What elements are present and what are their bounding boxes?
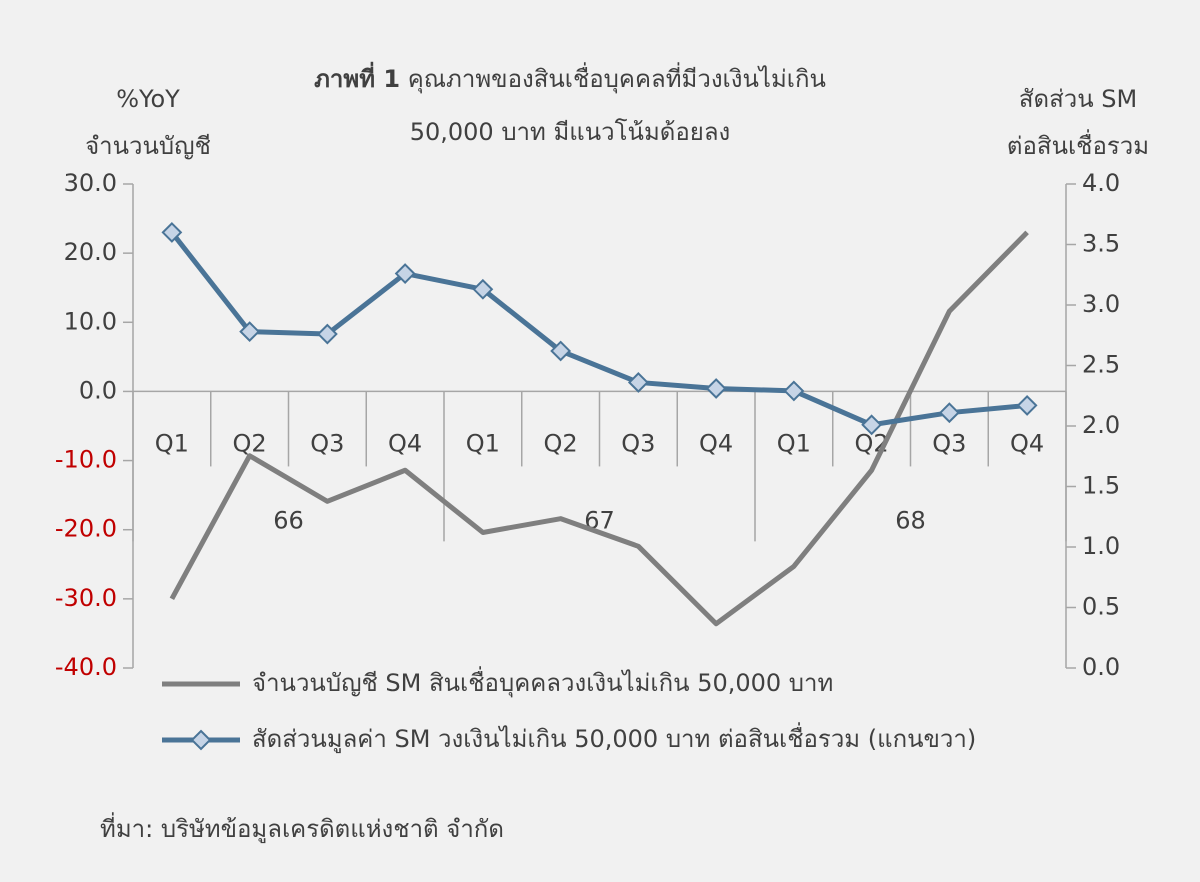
y2-tick-label: 0.0 — [1082, 653, 1120, 681]
source-note: ที่มา: บริษัทข้อมูลเครดิตแห่งชาติ จำกัด — [100, 812, 504, 844]
y-tick-label: 20.0 — [64, 238, 117, 266]
title-prefix: ภาพที่ 1 — [314, 61, 400, 93]
x-tick-label: Q3 — [932, 429, 966, 457]
y2-tick-label: 1.5 — [1082, 472, 1120, 500]
series-line — [169, 230, 1029, 627]
x-tick-label: Q1 — [466, 429, 500, 457]
y-tick-label: -20.0 — [55, 515, 117, 543]
y2-axis-label: สัดส่วน SM — [1019, 85, 1137, 113]
marker — [938, 402, 960, 424]
y2-tick-label: 1.0 — [1082, 532, 1120, 560]
x-tick-label: Q3 — [621, 429, 655, 457]
marker — [627, 372, 649, 393]
x-tick-label: Q4 — [388, 429, 422, 457]
x-tick-label: Q1 — [155, 429, 189, 457]
y2-axis-label: ต่อสินเชื่อรวม — [1007, 129, 1149, 160]
marker — [316, 323, 338, 345]
y-tick-label: 30.0 — [64, 169, 117, 197]
series-line — [169, 230, 1028, 428]
y-axis-label: จำนวนบัญชี — [85, 132, 211, 160]
x-tick-label: Q1 — [777, 429, 811, 457]
marker — [861, 414, 883, 436]
x-tick-label: Q4 — [1010, 429, 1044, 457]
y-tick-label: 0.0 — [79, 376, 117, 404]
marker — [705, 378, 727, 399]
marker — [1016, 395, 1038, 416]
legend-marker — [190, 729, 212, 751]
marker — [783, 380, 805, 402]
x-tick-label: Q2 — [544, 429, 578, 457]
title-line: 50,000 บาท มีแนวโน้มด้อยลง — [410, 118, 731, 146]
marker — [161, 221, 183, 243]
y-tick-label: 10.0 — [64, 307, 117, 335]
y-tick-label: -30.0 — [55, 584, 117, 612]
y2-tick-label: 3.5 — [1082, 230, 1120, 258]
x-tick-label: Q2 — [233, 429, 267, 457]
y2-tick-label: 3.0 — [1082, 290, 1120, 318]
marker — [239, 321, 261, 343]
y2-tick-label: 4.0 — [1082, 169, 1120, 197]
y-tick-label: -10.0 — [55, 446, 117, 474]
y-axis-label: %YoY — [116, 85, 180, 113]
marker — [550, 340, 572, 362]
marker — [472, 278, 494, 300]
legend-label: สัดส่วนมูลค่า SM วงเงินไม่เกิน 50,000 บา… — [252, 722, 976, 754]
chart-title: ภาพที่ 1 คุณภาพของสินเชื่อบุคคลที่มีวงเง… — [314, 61, 826, 94]
title-line: คุณภาพของสินเชื่อบุคคลที่มีวงเงินไม่เกิน — [408, 62, 826, 94]
y2-tick-label: 2.0 — [1082, 411, 1120, 439]
y2-tick-label: 2.5 — [1082, 351, 1120, 379]
x-tick-label: Q4 — [699, 429, 733, 457]
marker — [394, 263, 416, 284]
legend-label: จำนวนบัญชี SM สินเชื่อบุคคลวงเงินไม่เกิน… — [252, 666, 833, 698]
group-label: 66 — [273, 506, 304, 534]
group-label: 68 — [895, 506, 926, 534]
y2-tick-label: 0.5 — [1082, 593, 1120, 621]
x-tick-label: Q3 — [310, 429, 344, 457]
y-tick-label: -40.0 — [55, 653, 117, 681]
